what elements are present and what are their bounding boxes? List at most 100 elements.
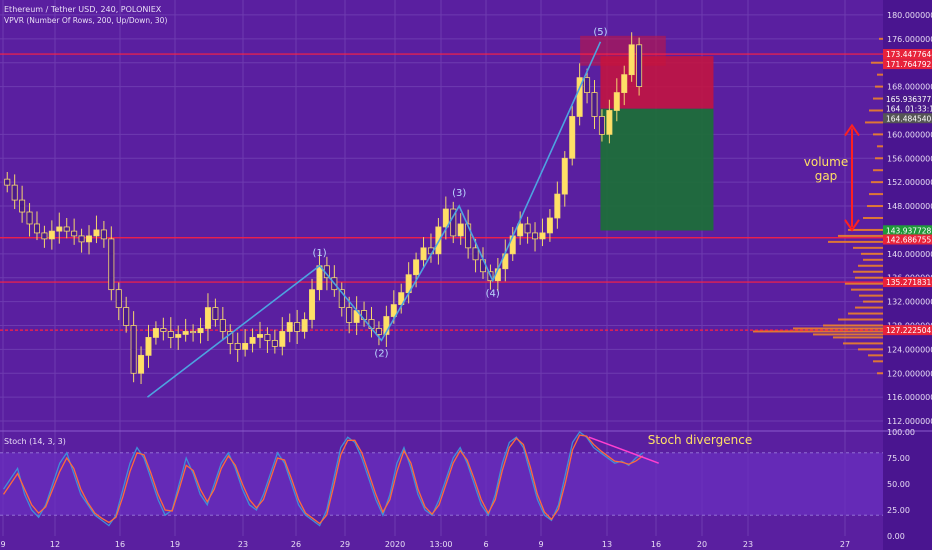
candle-body xyxy=(375,328,382,335)
volume-profile-bar xyxy=(877,372,883,375)
price-tag xyxy=(883,93,932,104)
y-tick-label: 180.00000000 xyxy=(887,11,932,20)
volume-profile-bar xyxy=(813,333,883,336)
candle-body xyxy=(219,319,226,332)
candle-body xyxy=(279,331,286,347)
stoch-y-tick-label: 100.00 xyxy=(887,428,915,437)
candle-body xyxy=(569,116,576,159)
volume-profile-bar xyxy=(867,205,883,208)
candle-body xyxy=(204,307,211,329)
price-tag-label: 143.93772870 xyxy=(886,226,932,235)
candle-body xyxy=(316,265,323,291)
volume-profile-bar xyxy=(861,252,883,255)
y-tick-label: 152.00000000 xyxy=(887,178,932,187)
volume-profile-bar xyxy=(858,348,883,351)
x-tick-label: 16 xyxy=(651,540,661,549)
price-tag xyxy=(883,59,932,70)
candle-body xyxy=(584,77,591,93)
volume-profile-bar xyxy=(859,294,883,297)
volume-profile-bar xyxy=(838,318,883,321)
candle-body xyxy=(264,334,271,341)
volume-profile-bar xyxy=(855,276,883,279)
candle-body xyxy=(606,110,613,135)
vpvr-indicator-label: VPVR (Number Of Rows, 200, Up/Down, 30) xyxy=(4,16,167,25)
candle-body xyxy=(145,337,152,356)
candle-body xyxy=(621,74,628,93)
price-tag-label: 171.76479258 xyxy=(886,60,932,69)
price-tag xyxy=(883,277,932,288)
price-tag-label: 135.27183163 xyxy=(886,278,932,287)
price-tag-label: 142.68675523 xyxy=(886,235,932,244)
wave-label: (5) xyxy=(593,27,607,38)
price-tag xyxy=(883,49,932,60)
candle-body xyxy=(249,337,256,344)
candle-body xyxy=(182,331,189,335)
y-tick-label: 148.00000000 xyxy=(887,202,932,211)
candle-body xyxy=(138,354,145,374)
price-axis-panel xyxy=(883,0,932,550)
candle-body xyxy=(78,235,85,243)
x-tick-label: 26 xyxy=(291,540,301,549)
candle-body xyxy=(294,322,301,332)
x-tick-label: 13 xyxy=(602,540,612,549)
wave-label: (1) xyxy=(313,248,327,259)
candle-body xyxy=(160,328,167,332)
candle-body xyxy=(100,229,107,240)
stoch-title: Stoch (14, 3, 3) xyxy=(4,437,66,446)
candle-body xyxy=(11,184,18,201)
y-tick-label: 132.00000000 xyxy=(887,298,932,307)
x-tick-label: 23 xyxy=(743,540,753,549)
candle-body xyxy=(442,208,449,228)
volume-profile-bar xyxy=(828,240,883,243)
candle-body xyxy=(309,289,316,320)
candle-body xyxy=(576,77,583,117)
price-tag-label: 165.93637759 xyxy=(886,95,932,104)
candle-body xyxy=(472,247,479,261)
candle-body xyxy=(390,304,397,317)
stoch-divergence-label: Stoch divergence xyxy=(648,433,752,447)
candle-body xyxy=(413,259,420,276)
volume-profile-bar xyxy=(843,342,883,345)
candle-body xyxy=(56,226,63,232)
volume-profile-bar xyxy=(877,145,883,148)
price-tag-label: 164. 01:33:19 xyxy=(886,104,932,113)
candle-body xyxy=(271,340,278,347)
candle-body xyxy=(301,319,308,332)
stoch-band xyxy=(0,452,883,516)
candle-body xyxy=(598,116,605,135)
x-tick-label: 6 xyxy=(483,540,488,549)
candle-body xyxy=(26,211,33,225)
candle-body xyxy=(383,316,390,335)
candle-body xyxy=(33,223,40,234)
candle-body xyxy=(48,230,55,240)
candle-body xyxy=(524,223,531,234)
volume-profile-bar xyxy=(753,330,883,333)
volume-profile-bar xyxy=(873,97,883,100)
volume-profile-bar xyxy=(848,228,883,231)
y-tick-label: 124.00000000 xyxy=(887,345,932,354)
candle-body xyxy=(123,307,130,326)
candle-body xyxy=(242,343,249,350)
volume-profile-bar xyxy=(873,169,883,172)
price-tag xyxy=(883,325,932,336)
candle-body xyxy=(346,307,353,323)
price-tag xyxy=(883,234,932,245)
price-tag xyxy=(883,103,932,114)
candle-body xyxy=(554,193,561,219)
arrow-head-down-icon xyxy=(844,219,860,232)
volume-profile-bar xyxy=(877,73,883,76)
volume-profile-bar xyxy=(793,327,883,330)
elliott-wave-line xyxy=(146,41,602,398)
wave-label: (4) xyxy=(486,289,500,300)
candle-body xyxy=(71,230,78,237)
y-tick-label: 120.00000000 xyxy=(887,369,932,378)
volume-profile-bar xyxy=(863,216,883,219)
wave-label: (3) xyxy=(452,188,466,199)
x-tick-label: 9 xyxy=(538,540,543,549)
candle-body xyxy=(86,235,93,243)
volume-profile-bar xyxy=(871,61,883,64)
candle-body xyxy=(93,229,100,237)
candle-body xyxy=(234,343,241,350)
wave-label: (2) xyxy=(374,348,388,359)
